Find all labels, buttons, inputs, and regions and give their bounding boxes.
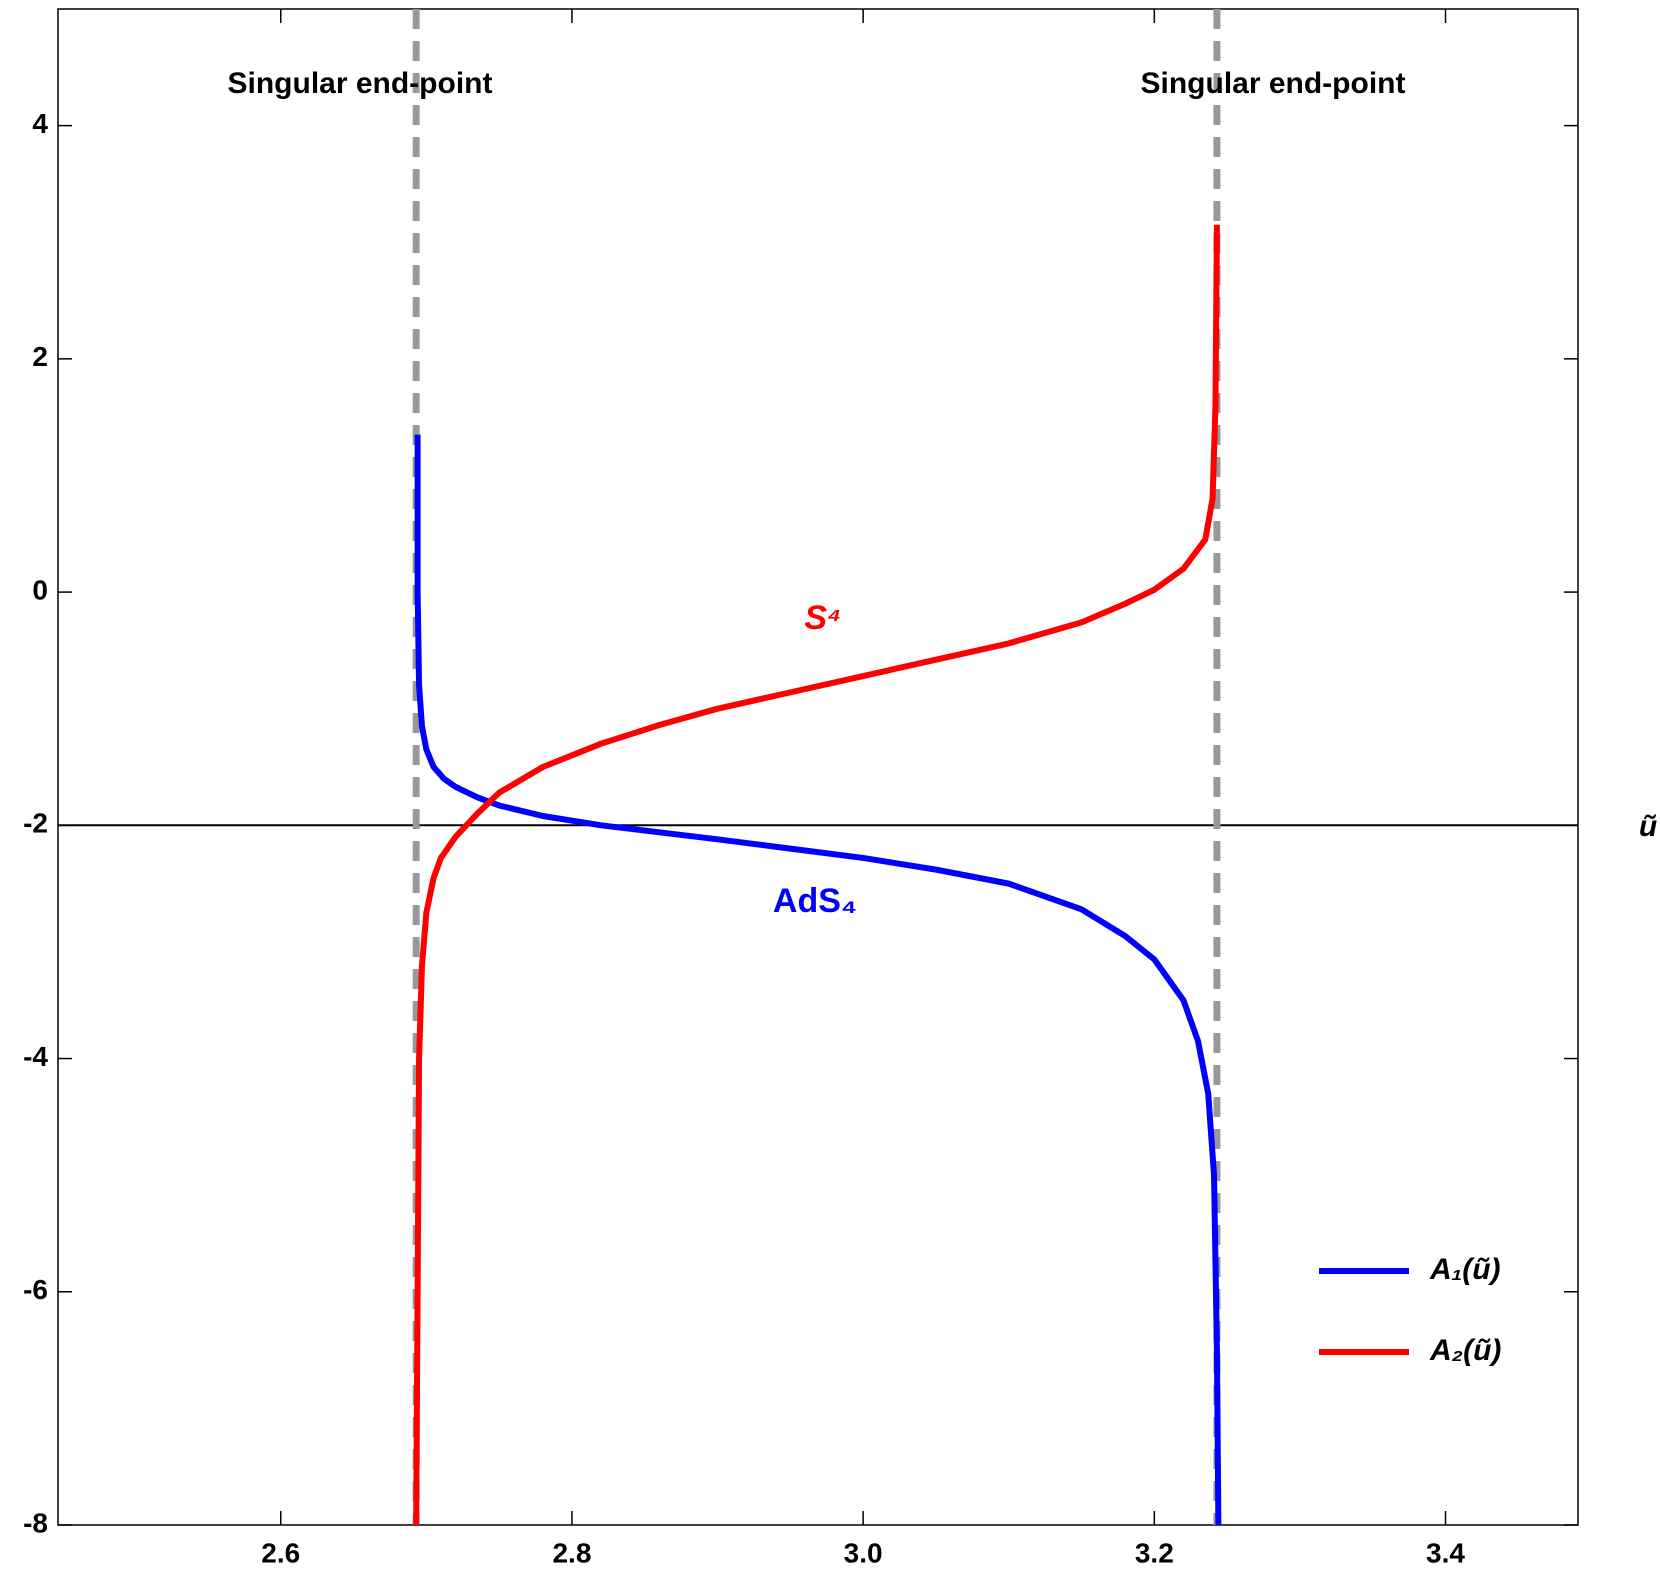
- y-tick-label: -6: [23, 1274, 48, 1305]
- y-tick-label: -8: [23, 1507, 48, 1538]
- x-tick-label: 3.4: [1426, 1537, 1465, 1568]
- legend-label: A₂(ũ): [1429, 1334, 1501, 1367]
- annotation: AdS₄: [773, 882, 857, 920]
- x-tick-label: 3.0: [844, 1537, 883, 1568]
- annotation: S⁴: [804, 599, 841, 637]
- y-tick-label: 4: [32, 108, 48, 139]
- y-tick-label: -4: [23, 1041, 48, 1072]
- x-axis-label: ũ: [1639, 810, 1657, 843]
- x-tick-label: 3.2: [1135, 1537, 1174, 1568]
- series-line: [414, 434, 1222, 1526]
- series-line: [413, 224, 1220, 1526]
- x-tick-label: 2.6: [261, 1537, 300, 1568]
- plot-frame: [57, 8, 1579, 1526]
- y-tick-label: 2: [32, 341, 48, 372]
- x-tick-label: 2.8: [552, 1537, 591, 1568]
- annotation: Singular end-point: [228, 67, 493, 100]
- legend-label: A₁(ũ): [1429, 1253, 1501, 1286]
- annotation: Singular end-point: [1141, 67, 1406, 100]
- y-tick-label: -2: [23, 808, 48, 839]
- y-tick-label: 0: [32, 574, 48, 605]
